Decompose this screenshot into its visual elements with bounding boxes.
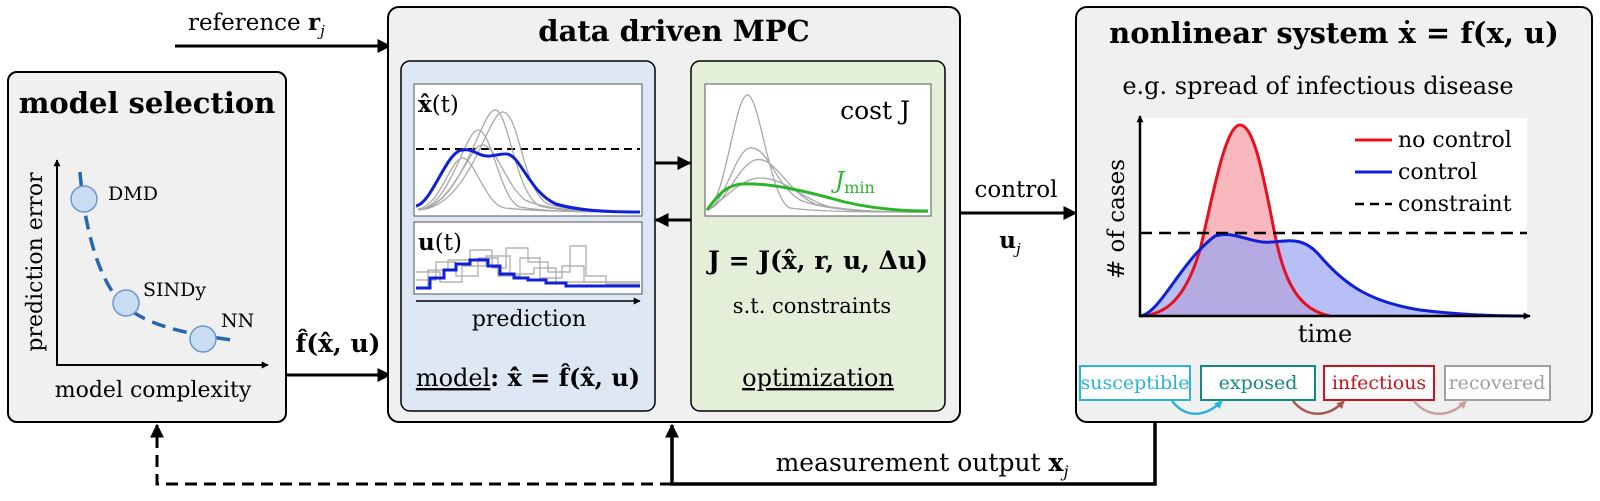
mpc-title: data driven MPC [538,14,809,48]
model-output-label: f̂(x̂, u) [296,329,381,358]
legend-no-control: no control [1398,128,1512,153]
infectious-label: infectious [1332,372,1426,394]
prediction-label: prediction [472,307,586,332]
j-min-curve [705,182,929,213]
recovered-label: recovered [1449,372,1546,394]
control-symbol: uj [999,227,1021,258]
i-to-r-arrow [1413,400,1467,415]
recovered-box [1444,365,1551,401]
input-plot-label: u(t) [418,229,462,256]
input-prediction-sequence [416,258,640,290]
control-area [1140,234,1527,316]
exposed-box [1200,365,1316,401]
model-selection-x-label: model complexity [55,378,252,403]
s-to-e-arrow [1171,400,1223,415]
measurement-feedback-arrow [665,422,1157,486]
state-prediction-trajectory [415,148,641,214]
susceptible-label: susceptible [1081,372,1190,394]
exposed-label: exposed [1219,372,1298,394]
control-label: control [975,177,1058,203]
cost-equation: J = J(x̂, r, u, Δu) [706,246,928,275]
infectious-box [1323,365,1435,401]
legend-control: control [1398,160,1477,185]
reference-label: reference rj [188,9,325,40]
susceptible-box [1079,365,1191,401]
cost-label: cost J [840,96,910,125]
constraints-label: s.t. constraints [733,294,891,318]
control-curve [1139,233,1528,318]
sindy-label: SINDy [143,279,206,301]
nonlinear-system-subtitle: e.g. spread of infectious disease [1122,72,1513,100]
nn-point [189,325,217,353]
model-selection-y-label: prediction error [23,172,48,352]
legend-constraint: constraint [1398,192,1512,217]
sindy-point [112,289,140,317]
no-control-curve [1139,123,1331,318]
nonlinear-system-title: nonlinear system ẋ = f(x, u) [1109,16,1559,50]
model-selection-title: model selection [19,86,276,120]
state-plot-label: x̂(t) [418,91,459,118]
cases-y-label: # of cases [1104,159,1130,279]
e-to-i-arrow [1292,400,1345,415]
input-candidate-sequences [416,245,640,289]
measurement-label: measurement output xj [776,448,1069,481]
j-min-label: Jmin [831,168,875,197]
model-equation-label: model: x̂̇ = f̂(x̂, u) [416,363,640,392]
model-update-feedback-arrow [150,423,672,486]
cases-legend: no control control constraint [1355,128,1512,217]
nn-label: NN [221,310,254,332]
cases-x-label: time [1298,320,1352,348]
model-selection-panel [7,71,287,423]
dmd-label: DMD [108,183,158,205]
optimization-label: optimization [742,364,894,392]
dmd-point [70,185,98,213]
